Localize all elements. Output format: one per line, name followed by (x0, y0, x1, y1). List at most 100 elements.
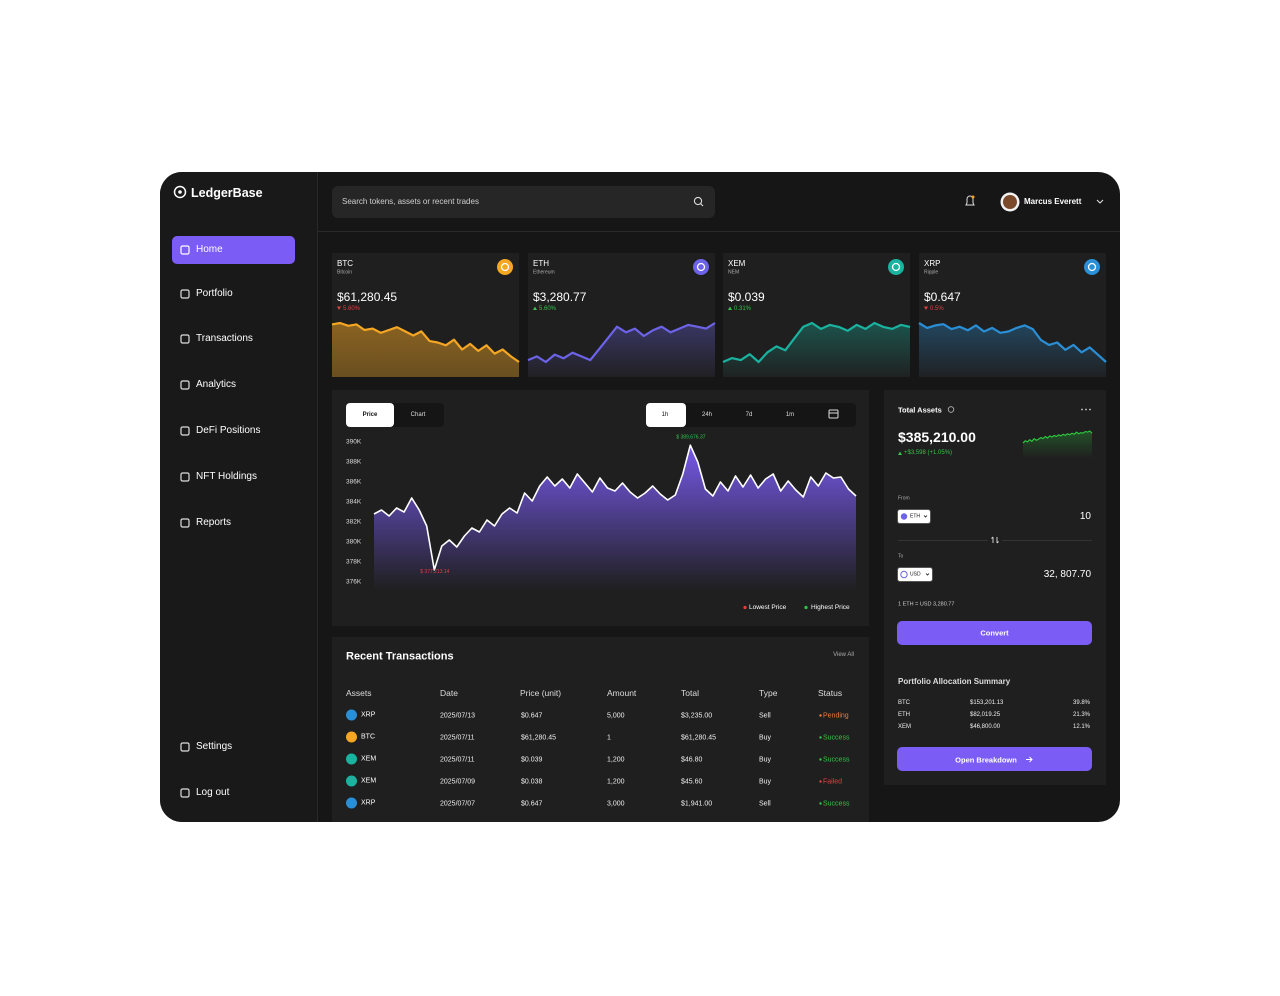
allocation-asset: BTC (898, 700, 910, 706)
range-tab[interactable]: 7d (745, 412, 753, 418)
assets-change: +$3,598 (+1.05%) (904, 450, 953, 456)
chart-tab[interactable]: Chart (410, 412, 426, 418)
breakdown-button[interactable] (897, 747, 1092, 771)
asset-name: XEM (361, 755, 377, 763)
cell-date: 2025/07/07 (440, 800, 476, 808)
nav-item[interactable]: Portfolio (196, 288, 233, 299)
nav-item[interactable]: Settings (196, 741, 233, 752)
ticker-symbol: XRP (924, 259, 941, 268)
search-placeholder[interactable]: Search tokens, assets or recent trades (342, 197, 479, 206)
view-all-link[interactable]: View All (833, 652, 854, 658)
ticker-card[interactable] (723, 253, 910, 377)
nav-item[interactable]: Home (196, 244, 223, 255)
to-label: To (898, 553, 904, 560)
ticker-change: 5.60% (343, 305, 361, 312)
exchange-rate: 1 ETH = USD 3,280.77 (898, 601, 955, 608)
asset-name: BTC (361, 733, 375, 741)
ticker-name: NEM (728, 269, 740, 276)
cell-date: 2025/07/13 (440, 712, 476, 720)
column-header: Amount (607, 687, 637, 698)
divider (898, 540, 1092, 541)
nav-item[interactable]: Log out (196, 787, 230, 798)
cell-total: $3,235.00 (681, 712, 713, 720)
convert-label[interactable]: Convert (980, 628, 1009, 638)
breakdown-label[interactable]: Open Breakdown (955, 755, 1017, 765)
cell-amount: 1,200 (607, 778, 625, 786)
transactions-card (332, 637, 869, 822)
sidebar (160, 172, 318, 822)
range-tab[interactable]: 1h (661, 412, 669, 418)
assets-title: Total Assets (898, 405, 942, 415)
to-amount[interactable]: 32, 807.70 (1043, 569, 1091, 580)
column-header: Total (681, 687, 699, 698)
allocation-percent: 21.3% (1072, 712, 1090, 718)
header-divider (318, 231, 1120, 232)
column-header: Status (818, 687, 843, 698)
from-label: From (898, 495, 910, 502)
status: Failed (823, 778, 843, 786)
nav-item[interactable]: Analytics (196, 379, 237, 390)
cell-date: 2025/07/11 (440, 756, 475, 764)
ticker-price: $0.039 (728, 290, 765, 304)
ticker-price: $61,280.45 (337, 290, 398, 304)
cell-price: $0.039 (521, 756, 543, 764)
nav-item[interactable]: Transactions (196, 333, 253, 344)
legend-label: Lowest Price (749, 603, 787, 611)
allocation-percent: 12.1% (1072, 724, 1090, 730)
ticker-change: 0.5% (930, 305, 944, 312)
to-currency[interactable]: USD (910, 571, 921, 577)
cell-type: Sell (759, 712, 771, 720)
range-tab-active[interactable] (646, 403, 686, 427)
chart-tab-active[interactable] (346, 403, 394, 427)
status: Success (823, 734, 850, 742)
column-header: Date (440, 687, 458, 698)
asset-name: XEM (361, 777, 377, 785)
cell-amount: 1 (607, 734, 611, 742)
cell-total: $61,280.45 (681, 734, 717, 742)
status: Success (823, 756, 850, 764)
currency-select[interactable] (897, 509, 931, 524)
nav-item[interactable]: NFT Holdings (196, 471, 257, 482)
cell-amount: 1,200 (607, 756, 625, 764)
cell-price: $0.647 (521, 800, 543, 808)
nav-item[interactable]: DeFi Positions (196, 425, 261, 436)
cell-price: $0.647 (521, 712, 543, 720)
cell-total: $1,941.00 (681, 800, 713, 808)
range-tab[interactable]: 1m (785, 412, 795, 418)
from-currency[interactable]: ETH (910, 513, 920, 519)
range-tab[interactable]: 24h (701, 412, 713, 418)
from-amount[interactable]: 10 (1079, 511, 1091, 522)
cell-date: 2025/07/11 (440, 734, 475, 742)
ticker-symbol: BTC (337, 259, 353, 268)
convert-button[interactable] (897, 621, 1092, 645)
cell-amount: 3,000 (607, 800, 625, 808)
column-header: Assets (346, 687, 372, 698)
ticker-name: Bitcoin (337, 269, 353, 276)
ticker-card[interactable] (528, 253, 715, 377)
column-header: Type (759, 687, 778, 698)
cell-type: Buy (759, 778, 772, 786)
search-box[interactable] (332, 186, 715, 218)
chart-tab[interactable]: Price (362, 412, 378, 418)
allocation-value: $82,019.25 (970, 712, 1001, 718)
ticker-change: 5.60% (539, 305, 557, 312)
legend-label: Highest Price (811, 603, 850, 611)
nav-active-bg[interactable] (172, 236, 295, 264)
user-name[interactable]: Marcus Everett (1024, 197, 1082, 206)
nav-item[interactable]: Reports (196, 517, 232, 528)
allocation-value: $153,201.13 (970, 700, 1004, 706)
cell-price: $0.038 (521, 778, 543, 786)
ticker-name: Ethereum (533, 269, 555, 276)
ticker-card[interactable] (919, 253, 1106, 377)
currency-select[interactable] (897, 567, 933, 582)
allocation-title: Portfolio Allocation Summary (898, 677, 1011, 686)
ticker-card[interactable] (332, 253, 519, 377)
brand-name: LedgerBase (191, 185, 263, 200)
ticker-price: $3,280.77 (533, 290, 587, 304)
cell-total: $45.60 (681, 778, 703, 786)
ticker-name: Ripple (924, 269, 939, 276)
allocation-value: $46,800.00 (970, 724, 1001, 730)
asset-name: XRP (361, 799, 376, 807)
